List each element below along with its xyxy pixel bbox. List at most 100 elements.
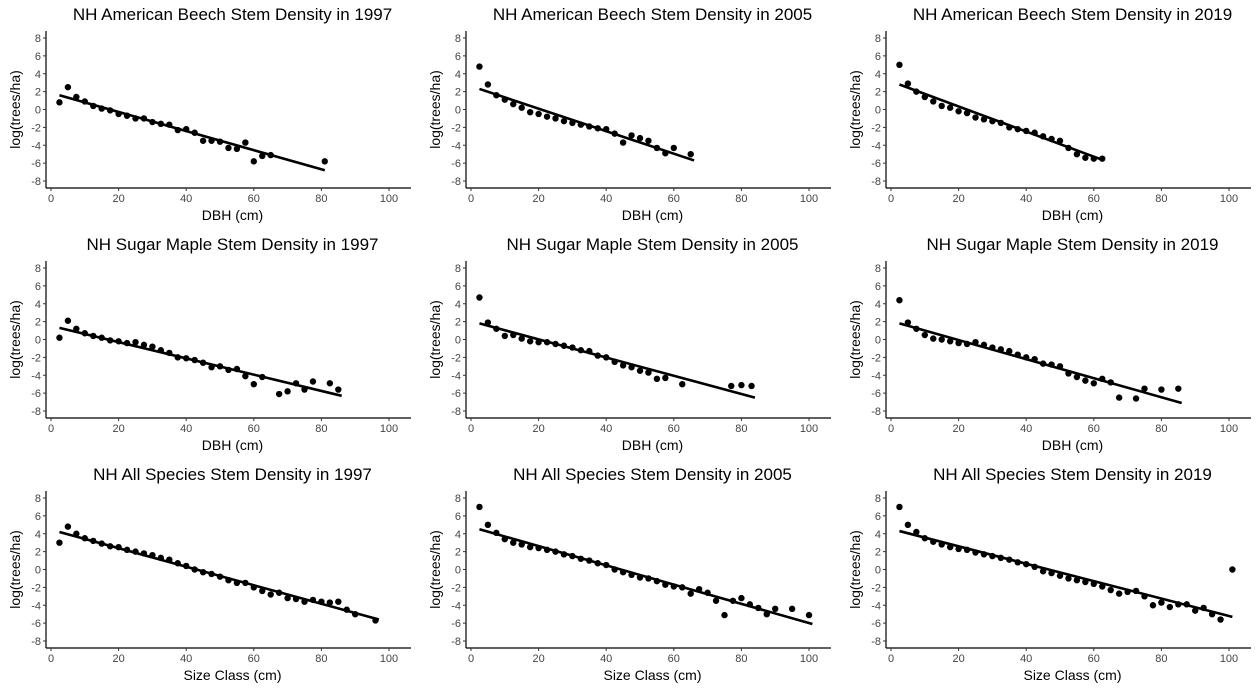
- data-point: [1107, 586, 1114, 594]
- y-tick-label: 2: [455, 87, 461, 99]
- data-point: [712, 597, 720, 604]
- data-point: [1082, 377, 1089, 384]
- y-tick-label: 8: [455, 493, 461, 505]
- x-tick-label: 100: [380, 653, 398, 665]
- data-point: [476, 294, 483, 301]
- y-axis-label: log(trees/ha): [847, 300, 863, 379]
- y-tick-label: -2: [871, 122, 881, 134]
- y-tick-label: 2: [455, 547, 461, 559]
- y-tick-label: -2: [451, 122, 461, 134]
- x-tick-label: 60: [668, 423, 680, 435]
- data-point: [946, 338, 954, 345]
- y-tick-label: -4: [451, 600, 461, 612]
- y-tick-label: -8: [451, 636, 461, 648]
- x-tick-label: 20: [532, 653, 544, 665]
- y-tick-label: 4: [875, 529, 881, 541]
- data-point: [149, 343, 156, 350]
- x-tick-label: 80: [735, 423, 747, 435]
- x-tick-label: 100: [800, 653, 818, 665]
- y-tick-label: -6: [451, 618, 461, 630]
- y-axis-label: log(trees/ha): [427, 300, 443, 379]
- y-tick-label: 6: [35, 281, 41, 293]
- data-point: [913, 528, 920, 536]
- y-tick-label: 0: [875, 105, 881, 117]
- chart-panel: NH All Species Stem Density in 200586420…: [427, 465, 831, 683]
- y-tick-label: 4: [875, 69, 881, 81]
- y-tick-label: -8: [451, 176, 461, 188]
- y-tick-label: 2: [875, 317, 881, 329]
- y-tick-label: 8: [35, 263, 41, 275]
- data-point: [930, 98, 937, 105]
- x-tick-label: 100: [1220, 653, 1238, 665]
- x-tick-label: 20: [112, 423, 124, 435]
- y-axis-label: log(trees/ha): [7, 70, 23, 149]
- data-point: [938, 102, 945, 110]
- data-point: [476, 63, 483, 70]
- y-tick-label: -8: [871, 176, 881, 188]
- x-tick-label: 80: [315, 423, 327, 435]
- data-point: [535, 110, 542, 118]
- x-tick-label: 0: [468, 423, 474, 435]
- x-tick-label: 80: [735, 193, 747, 205]
- y-tick-label: -4: [31, 370, 41, 382]
- y-tick-label: -6: [871, 388, 881, 400]
- y-axis-label: log(trees/ha): [847, 530, 863, 609]
- x-tick-label: 60: [248, 653, 260, 665]
- x-tick-label: 80: [735, 653, 747, 665]
- data-point: [1065, 575, 1072, 582]
- y-tick-label: 4: [455, 529, 461, 541]
- y-tick-label: -4: [451, 370, 461, 382]
- chart-panel: NH Sugar Maple Stem Density in 199786420…: [7, 235, 411, 453]
- x-axis-label: DBH (cm): [1042, 207, 1103, 223]
- data-point: [510, 100, 517, 108]
- y-tick-label: 0: [875, 565, 881, 577]
- data-point: [543, 113, 551, 120]
- regression-line: [59, 530, 380, 621]
- data-point: [687, 150, 694, 158]
- data-point: [1073, 373, 1081, 381]
- chart-title: NH Sugar Maple Stem Density in 1997: [87, 235, 379, 254]
- data-point: [510, 539, 517, 546]
- data-point: [1149, 602, 1157, 609]
- x-tick-label: 40: [180, 653, 192, 665]
- data-point: [199, 137, 207, 144]
- data-point: [788, 605, 796, 613]
- y-tick-label: -6: [871, 618, 881, 630]
- x-tick-label: 40: [1020, 193, 1032, 205]
- data-point: [721, 611, 728, 619]
- x-tick-label: 20: [532, 193, 544, 205]
- y-axis-label: log(trees/ha): [427, 70, 443, 149]
- y-tick-label: 0: [455, 335, 461, 347]
- y-tick-label: 2: [35, 317, 41, 329]
- data-point: [526, 108, 534, 116]
- y-tick-label: -8: [31, 406, 41, 418]
- y-tick-label: 8: [455, 263, 461, 275]
- chart-title: NH American Beech Stem Density in 2019: [913, 5, 1232, 24]
- x-tick-label: 0: [468, 653, 474, 665]
- data-point: [326, 380, 334, 387]
- y-tick-label: 6: [35, 51, 41, 63]
- y-tick-label: 8: [35, 33, 41, 45]
- data-point: [56, 334, 63, 341]
- x-tick-label: 20: [952, 193, 964, 205]
- x-tick-label: 20: [532, 423, 544, 435]
- data-point: [526, 338, 534, 345]
- data-point: [636, 367, 644, 374]
- x-tick-label: 100: [1220, 193, 1238, 205]
- y-tick-label: -6: [451, 388, 461, 400]
- y-tick-label: -8: [871, 406, 881, 418]
- y-tick-label: -4: [871, 140, 881, 152]
- data-point: [679, 380, 686, 388]
- data-point: [326, 599, 334, 606]
- data-point: [921, 331, 928, 339]
- x-tick-label: 100: [380, 193, 398, 205]
- data-point: [636, 134, 644, 142]
- y-tick-label: -8: [451, 406, 461, 418]
- y-tick-label: 6: [875, 51, 881, 63]
- data-point: [476, 503, 483, 511]
- chart-panel: NH Sugar Maple Stem Density in 201986420…: [847, 235, 1251, 453]
- chart-title: NH All Species Stem Density in 1997: [93, 465, 372, 484]
- data-point: [132, 338, 139, 346]
- data-point: [225, 144, 232, 152]
- y-tick-label: -2: [31, 352, 41, 364]
